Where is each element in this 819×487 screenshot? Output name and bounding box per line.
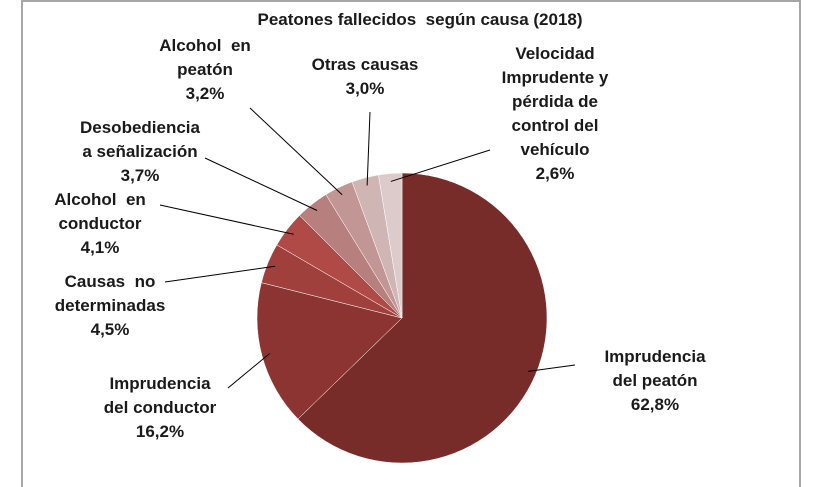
slice-label: Alcohol en conductor 4,1% [54, 188, 146, 260]
slice-label: Causas no determinadas 4,5% [55, 270, 166, 342]
slice-label: Alcohol en peatón 3,2% [159, 34, 251, 106]
leader-line [227, 353, 270, 389]
category-label: Imprudencia del conductor [103, 374, 217, 417]
chart-title: Peatones fallecidos según causa (2018) [257, 10, 583, 29]
leader-line [159, 204, 294, 235]
value-label: 4,5% [90, 320, 130, 339]
value-label: 3,2% [185, 84, 225, 103]
slice-label: Otras causas 3,0% [312, 53, 419, 101]
category-label: Otras causas [311, 55, 419, 74]
leader-line [249, 107, 343, 196]
slice-label: Imprudencia del peatón 62,8% [604, 345, 705, 417]
value-label: 16,2% [135, 422, 185, 441]
leader-line [528, 364, 576, 372]
category-label: Desobediencia a señalización [80, 118, 200, 161]
pie-slice [378, 172, 403, 319]
slice-label: Velocidad Imprudente y pérdida de contro… [502, 42, 609, 186]
value-label: 3,0% [345, 79, 385, 98]
category-label: Imprudencia del peatón [604, 347, 706, 390]
leader-line [390, 149, 491, 182]
value-label: 3,7% [120, 166, 160, 185]
category-label: Causas no determinadas [54, 272, 166, 315]
value-label: 2,6% [535, 164, 575, 183]
pie-slice [297, 172, 548, 464]
chart-border [21, 0, 801, 487]
pie-slice [256, 282, 403, 420]
category-label: Alcohol en peatón [159, 36, 251, 79]
leader-line [366, 111, 371, 186]
leader-line [164, 265, 276, 283]
slice-label: Desobediencia a señalización 3,7% [80, 116, 200, 188]
category-label: Alcohol en conductor [54, 190, 146, 233]
value-label: 4,1% [80, 238, 120, 257]
slice-label: Imprudencia del conductor 16,2% [104, 372, 216, 444]
value-label: 62,8% [630, 395, 680, 414]
leader-line [204, 157, 318, 211]
category-label: Velocidad Imprudente y pérdida de contro… [501, 44, 609, 159]
